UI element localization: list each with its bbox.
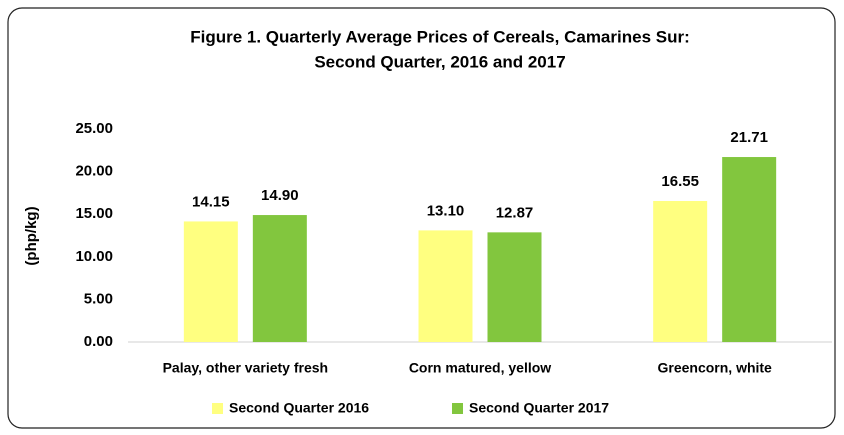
bar — [252, 215, 307, 342]
bar — [487, 232, 542, 342]
bar — [183, 221, 238, 342]
data-label: 21.71 — [730, 129, 768, 146]
legend-swatch — [212, 403, 223, 414]
y-tick-label: 25.00 — [75, 120, 113, 137]
legend-label: Second Quarter 2016 — [229, 400, 369, 416]
y-tick-label: 20.00 — [75, 163, 113, 180]
legend-swatch — [452, 403, 463, 414]
y-tick-label: 5.00 — [84, 290, 113, 307]
x-tick-label: Palay, other variety fresh — [163, 360, 328, 376]
data-label: 13.10 — [427, 202, 465, 219]
chart-title: Figure 1. Quarterly Average Prices of Ce… — [190, 27, 690, 46]
y-tick-label: 15.00 — [75, 205, 113, 222]
y-tick-label: 0.00 — [84, 333, 113, 350]
x-tick-label: Corn matured, yellow — [409, 360, 551, 376]
x-tick-label: Greencorn, white — [657, 360, 772, 376]
bar — [722, 157, 777, 342]
y-axis-label: (php/kg) — [23, 206, 40, 265]
data-label: 12.87 — [496, 204, 534, 221]
y-tick-label: 10.00 — [75, 248, 113, 265]
bar — [418, 230, 473, 342]
legend-label: Second Quarter 2017 — [469, 400, 609, 416]
data-label: 14.15 — [192, 193, 230, 210]
chart-title: Second Quarter, 2016 and 2017 — [314, 52, 565, 71]
data-label: 16.55 — [661, 173, 699, 190]
bar — [653, 200, 708, 342]
data-label: 14.90 — [261, 187, 299, 204]
